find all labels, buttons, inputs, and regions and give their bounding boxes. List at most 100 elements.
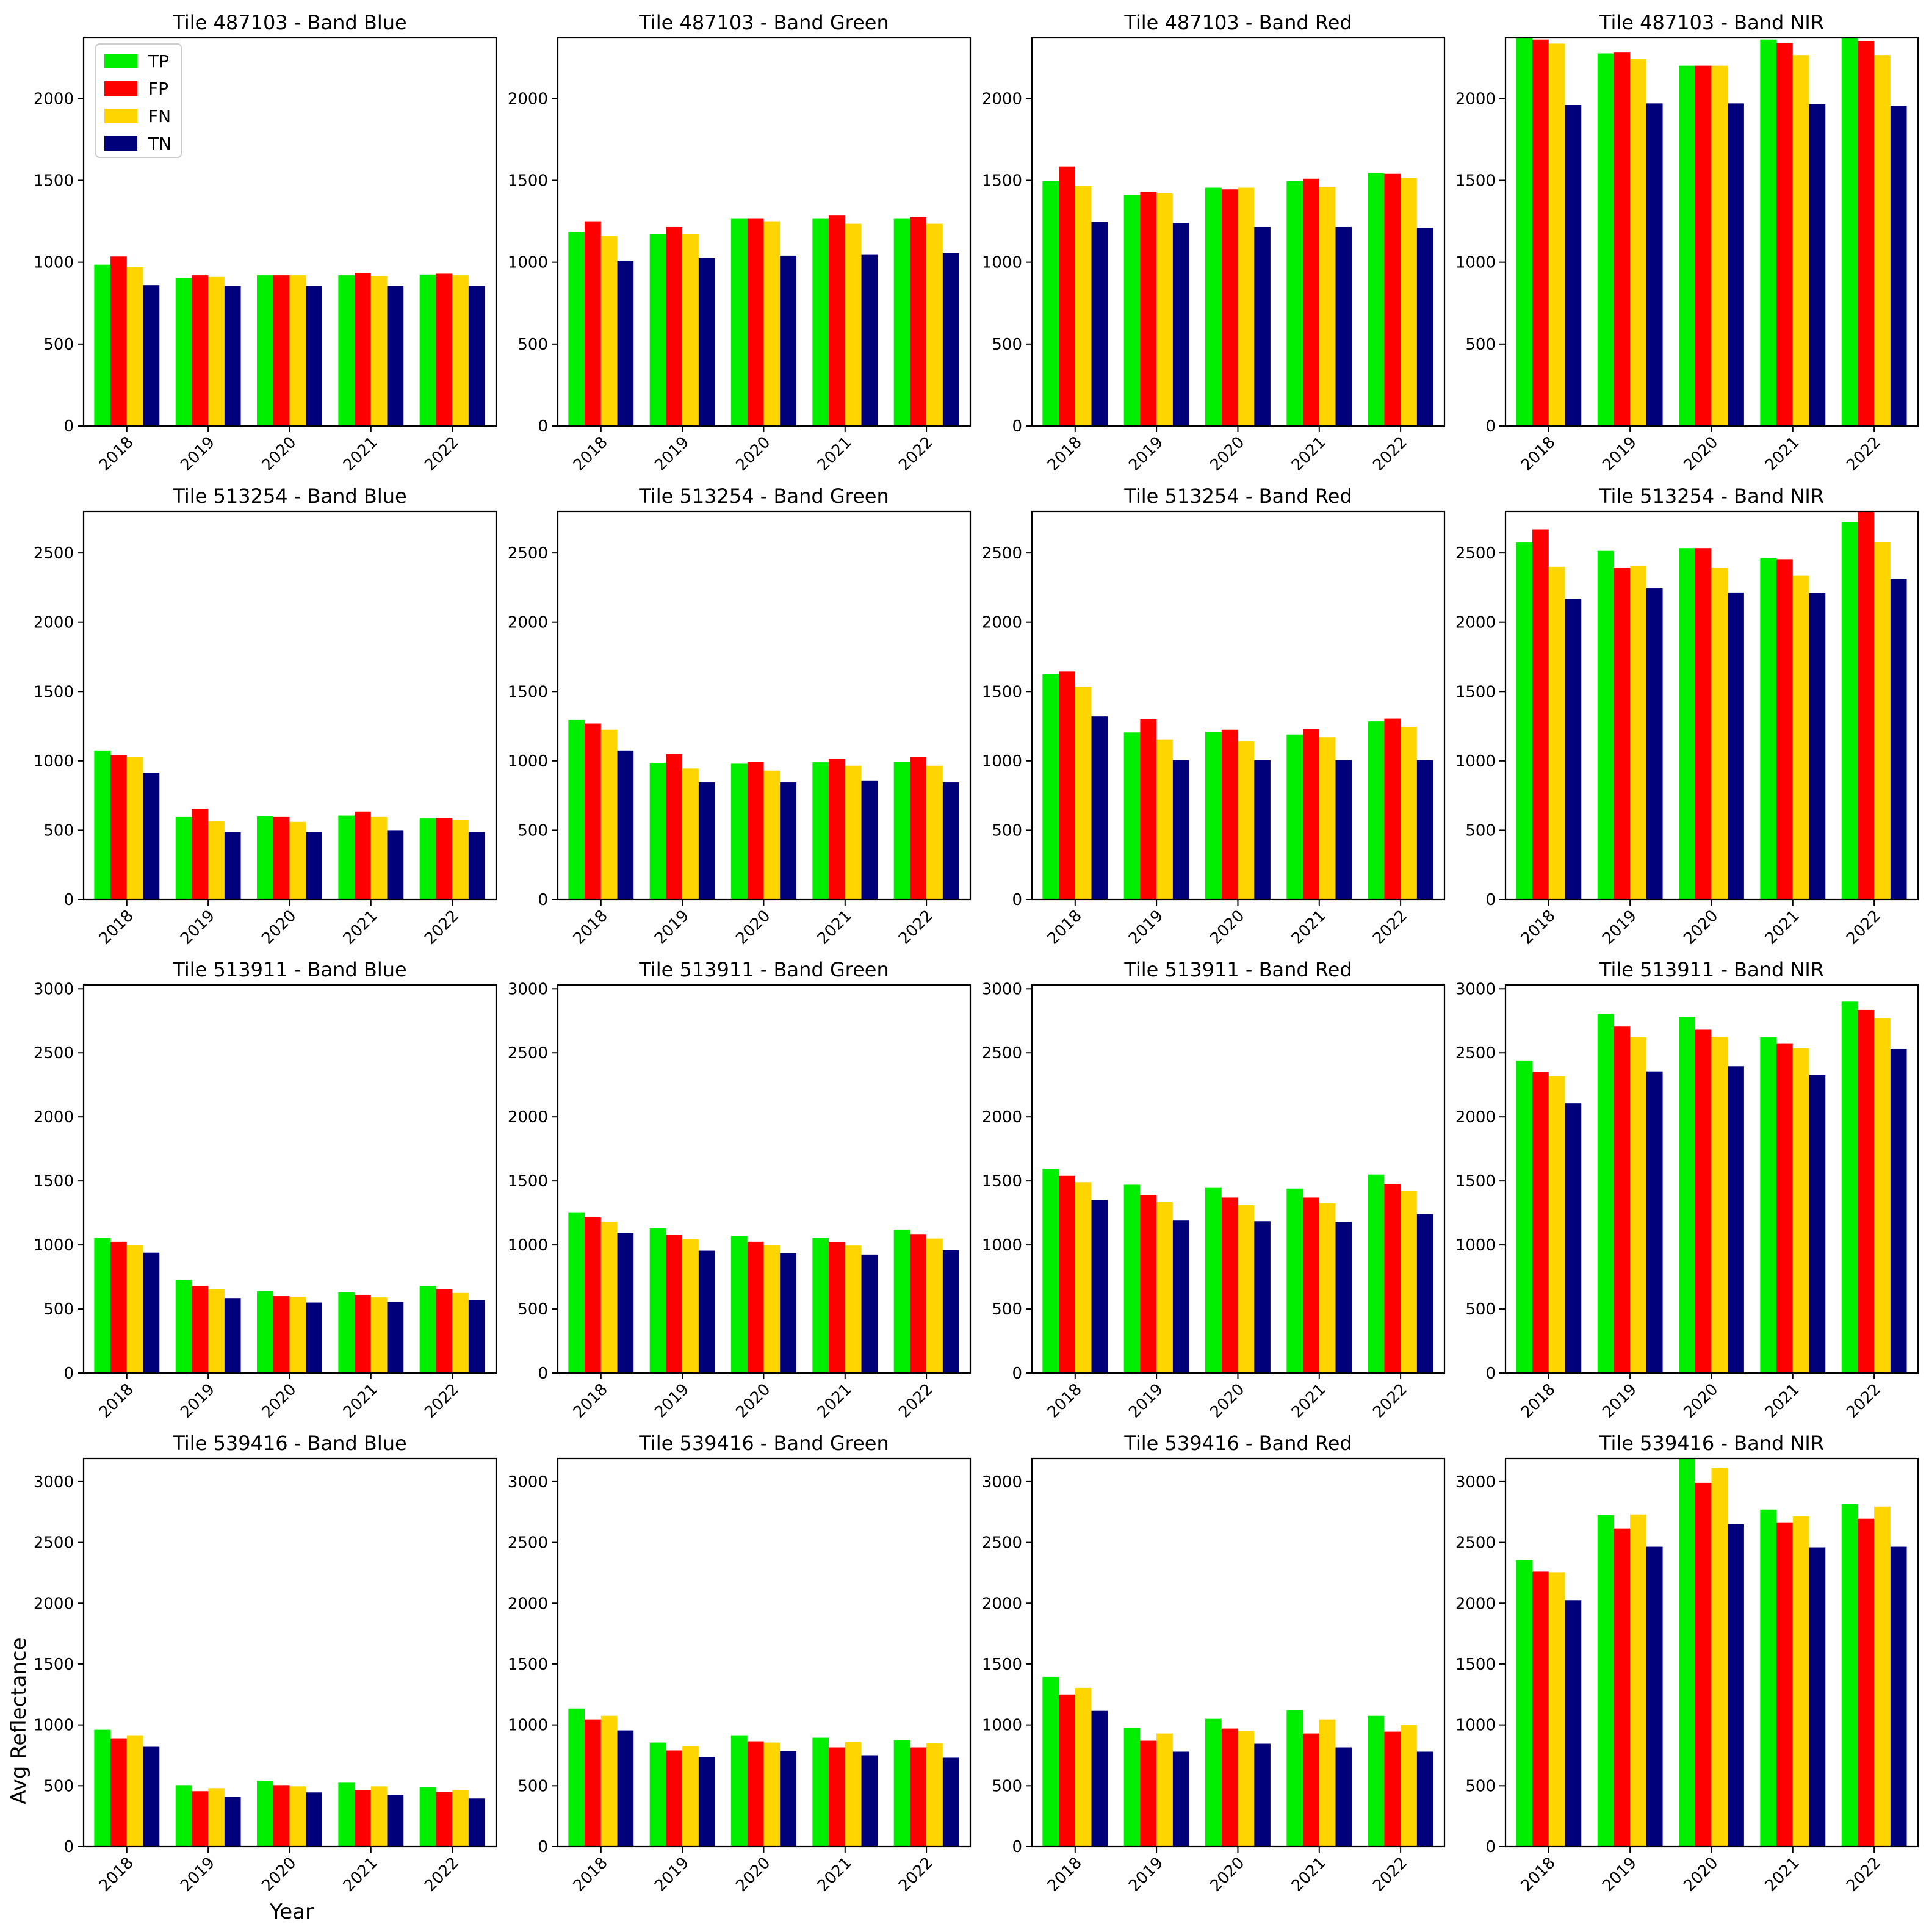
y-tick-label: 1000 — [34, 1236, 74, 1255]
bar-tp — [893, 761, 910, 899]
bar-tn — [1416, 1214, 1433, 1373]
bar-fn — [1548, 1572, 1565, 1847]
bar-tn — [387, 830, 404, 899]
y-tick-label: 2500 — [1455, 1044, 1496, 1062]
bar-tn — [861, 254, 878, 426]
bar-tn — [1254, 226, 1271, 426]
bar-tn — [1646, 588, 1663, 899]
y-tick-label: 1500 — [34, 171, 74, 190]
bar-fp — [110, 755, 127, 899]
y-tick-label: 2500 — [1455, 1534, 1496, 1552]
y-tick-label: 1500 — [982, 171, 1022, 190]
bar-tn — [306, 1302, 322, 1373]
bar-tp — [175, 1785, 192, 1847]
y-tick-label: 0 — [1485, 1364, 1496, 1383]
bar-tp — [1516, 1060, 1533, 1373]
bar-tp — [419, 274, 436, 426]
bar-fp — [110, 256, 127, 426]
bar-tn — [861, 780, 878, 899]
bar-tp — [1760, 1509, 1777, 1847]
y-tick-label: 0 — [63, 417, 74, 436]
bar-fn — [1792, 575, 1809, 899]
bar-fp — [666, 1235, 683, 1373]
y-tick-label: 3000 — [982, 1473, 1022, 1491]
bar-tp — [1042, 1676, 1059, 1847]
y-tick-label: 0 — [1485, 891, 1496, 909]
y-tick-label: 0 — [1012, 1364, 1022, 1383]
bar-tp — [1597, 1515, 1614, 1847]
bar-tp — [1368, 721, 1385, 899]
bar-fn — [1319, 1203, 1336, 1373]
chart-panel: Tile 539416 - Band NIR 0 500 1000 1500 2000 25… — [1455, 1432, 1919, 1895]
bar-fn — [845, 1245, 862, 1373]
y-tick-label: 1000 — [508, 1236, 548, 1255]
bar-fp — [355, 1790, 371, 1847]
bar-tp — [568, 1708, 585, 1847]
bar-tn — [387, 1302, 404, 1373]
bar-tp — [1841, 1504, 1858, 1847]
bar-tn — [1890, 579, 1907, 899]
bar-fn — [1319, 737, 1336, 899]
bar-fn — [682, 768, 699, 899]
y-tick-label: 2500 — [508, 544, 548, 563]
bar-fp — [585, 221, 601, 426]
y-tick-label: 1000 — [1455, 254, 1496, 272]
bar-tn — [698, 1757, 715, 1847]
bar-fp — [1532, 39, 1549, 427]
bar-tn — [468, 1300, 485, 1373]
bar-fp — [1614, 1026, 1631, 1373]
bar-fp — [110, 1241, 127, 1373]
y-tick-label: 0 — [1012, 1838, 1022, 1856]
y-tick-label: 500 — [43, 821, 74, 840]
y-tick-label: 500 — [517, 821, 548, 840]
bar-tp — [731, 1735, 748, 1847]
bar-fn — [1874, 55, 1891, 426]
bar-fn — [763, 1742, 781, 1847]
bar-fp — [1059, 166, 1075, 426]
y-tick-label: 500 — [992, 1300, 1022, 1319]
bar-tp — [568, 232, 585, 426]
legend-label-fn: FN — [148, 106, 171, 126]
bar-tn — [698, 258, 715, 426]
bar-tn — [1809, 1075, 1826, 1373]
bar-fp — [273, 816, 290, 899]
legend-label-tp: TP — [148, 51, 169, 71]
bar-fn — [1792, 1516, 1809, 1847]
bar-fp — [1614, 567, 1631, 899]
bar-fp — [829, 1242, 845, 1373]
bar-fn — [845, 765, 862, 899]
bar-tp — [1042, 674, 1059, 899]
y-tick-label: 2500 — [34, 1534, 74, 1552]
bar-fp — [585, 1217, 601, 1373]
bar-tn — [143, 773, 160, 899]
legend-label-tn: TN — [148, 134, 171, 154]
bar-fn — [682, 1239, 699, 1373]
bar-fp — [1059, 1694, 1075, 1847]
bar-fn — [370, 816, 388, 899]
chart-title: Tile 513911 - Band NIR — [1599, 958, 1824, 981]
bar-tp — [731, 1236, 748, 1373]
bar-tp — [568, 1212, 585, 1373]
plot-frame — [557, 37, 972, 427]
y-tick-label: 1500 — [34, 1656, 74, 1674]
chart-panel: Tile 513254 - Band NIR 0 500 1000 1500 2000 25… — [1455, 485, 1919, 948]
bar-tn — [1172, 1751, 1189, 1847]
y-tick-label: 1500 — [508, 1172, 548, 1191]
bar-tp — [1679, 1458, 1695, 1847]
y-tick-label: 1500 — [34, 1172, 74, 1191]
legend: TP FP FN TN — [95, 43, 182, 158]
legend-swatch-tn — [104, 136, 137, 151]
chart-panel: Tile 487103 - Band NIR050010001500200020… — [1455, 11, 1919, 475]
bar-fp — [436, 817, 453, 899]
y-tick-label: 0 — [1485, 417, 1496, 436]
y-tick-label: 500 — [43, 1777, 74, 1795]
bar-tp — [1205, 732, 1222, 899]
y-tick-label: 500 — [1465, 821, 1496, 840]
bar-fn — [126, 757, 143, 899]
bar-tp — [812, 762, 829, 899]
bar-tn — [1172, 1220, 1189, 1373]
bar-tn — [387, 1795, 404, 1847]
chart-panel: Tile 539416 - Band Red 0 500 1000 1500 2000 25… — [982, 1432, 1446, 1895]
bar-tn — [1416, 760, 1433, 899]
bar-tn — [780, 782, 796, 899]
